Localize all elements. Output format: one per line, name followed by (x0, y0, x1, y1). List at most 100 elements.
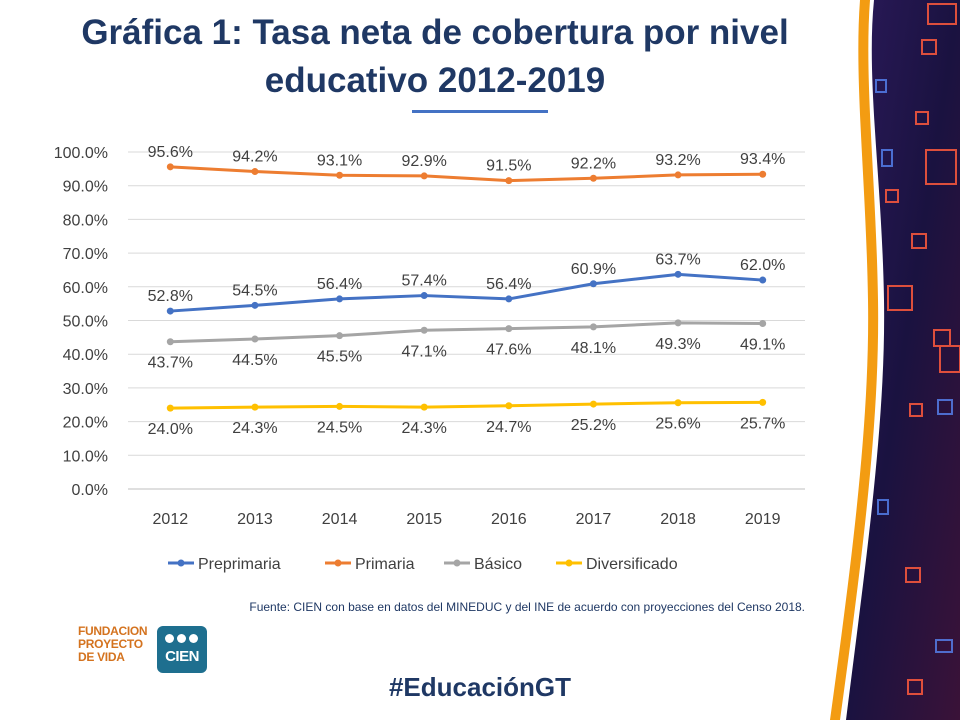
data-label: 24.0% (148, 421, 193, 438)
y-tick-label: 20.0% (63, 415, 108, 432)
data-label: 43.7% (148, 355, 193, 372)
series-line-básico (168, 321, 765, 344)
data-label: 25.7% (740, 415, 785, 432)
fundacion-proyecto-de-vida-logo: FUNDACION PROYECTO DE VIDA (78, 624, 148, 664)
data-point (166, 338, 174, 346)
data-point (589, 323, 597, 331)
cien-logo: CIEN (157, 626, 207, 673)
legend-entry: Preprimaria (198, 556, 281, 573)
source-note: Fuente: CIEN con base en datos del MINED… (249, 600, 805, 614)
data-label: 95.6% (148, 144, 193, 161)
data-label: 25.6% (655, 416, 700, 433)
data-point (589, 280, 597, 288)
logo-text-line: FUNDACION (78, 624, 148, 638)
data-point (420, 172, 428, 180)
x-tick-label: 2012 (153, 511, 189, 528)
y-tick-label: 10.0% (63, 448, 108, 465)
data-point (674, 171, 682, 179)
series-line-diversificado (168, 400, 765, 410)
series-line-primaria (168, 165, 765, 183)
data-point (759, 170, 767, 178)
x-tick-label: 2018 (660, 511, 696, 528)
data-label: 25.2% (571, 417, 616, 434)
data-point (674, 319, 682, 327)
y-tick-label: 90.0% (63, 179, 108, 196)
data-label: 24.3% (232, 420, 277, 437)
data-label: 47.6% (486, 342, 531, 359)
cien-logo-text: CIEN (165, 648, 199, 665)
series-line-preprimaria (168, 272, 765, 313)
x-tick-label: 2013 (237, 511, 273, 528)
data-point (336, 295, 344, 303)
legend-entry: Diversificado (586, 556, 678, 573)
y-tick-label: 50.0% (63, 314, 108, 331)
x-tick-label: 2017 (576, 511, 612, 528)
logo-text-line: DE VIDA (78, 650, 125, 664)
data-label: 60.9% (571, 261, 616, 278)
data-point (505, 295, 513, 303)
data-label: 57.4% (402, 273, 447, 290)
data-point (166, 404, 174, 412)
data-point (166, 163, 174, 171)
data-label: 92.9% (402, 153, 447, 170)
data-label: 44.5% (232, 352, 277, 369)
data-label: 91.5% (486, 158, 531, 175)
legend-marker (334, 559, 342, 567)
data-point (759, 398, 767, 406)
data-point (420, 292, 428, 300)
logo-text-line: PROYECTO (78, 637, 143, 651)
data-label: 49.1% (740, 337, 785, 354)
y-tick-label: 70.0% (63, 246, 108, 263)
data-label: 49.3% (655, 336, 700, 353)
legend-marker (453, 559, 461, 567)
data-label: 56.4% (486, 276, 531, 293)
y-tick-label: 30.0% (63, 381, 108, 398)
x-tick-label: 2014 (322, 511, 358, 528)
data-point (505, 402, 513, 410)
data-point (336, 402, 344, 410)
data-point (674, 270, 682, 278)
data-label: 48.1% (571, 340, 616, 357)
x-tick-label: 2016 (491, 511, 527, 528)
x-axis: 2012 2013 2014 2015 2016 2017 2018 2019 (153, 511, 781, 528)
data-label: 93.1% (317, 152, 362, 169)
data-point (420, 326, 428, 334)
legend: Preprimaria Primaria Básico Diversificado (168, 556, 678, 573)
y-axis: 0.0% 10.0% 20.0% 30.0% 40.0% 50.0% 60.0% 70.0% 8… (54, 145, 108, 499)
data-label: 62.0% (740, 257, 785, 274)
data-label: 54.5% (232, 282, 277, 299)
data-label: 24.7% (486, 419, 531, 436)
data-label: 24.3% (402, 420, 447, 437)
data-point (759, 320, 767, 328)
y-tick-label: 0.0% (72, 482, 108, 499)
chart-title-line-1: Gráfica 1: Tasa neta de cobertura por ni… (81, 13, 789, 52)
data-point (251, 168, 259, 176)
cien-logo-dots-icon (165, 634, 199, 648)
data-labels: 52.8% 54.5% 56.4% 57.4% 56.4% 60.9% 63.7% 62.0%… (148, 144, 786, 438)
line-chart: 0.0% 10.0% 20.0% 30.0% 40.0% 50.0% 60.0% 70.0% 8… (54, 144, 805, 573)
y-tick-label: 80.0% (63, 212, 108, 229)
data-label: 63.7% (655, 251, 700, 268)
data-label: 93.2% (655, 152, 700, 169)
data-label: 47.1% (402, 343, 447, 360)
decorative-side-band (830, 0, 960, 720)
y-tick-label: 60.0% (63, 280, 108, 297)
data-point (589, 174, 597, 182)
data-point (251, 403, 259, 411)
legend-marker (177, 559, 185, 567)
y-tick-label: 40.0% (63, 347, 108, 364)
series-layer (166, 163, 767, 412)
data-point (336, 171, 344, 179)
data-label: 24.5% (317, 419, 362, 436)
x-tick-label: 2015 (406, 511, 442, 528)
gridlines (128, 151, 805, 490)
legend-marker (565, 559, 573, 567)
data-point (674, 399, 682, 407)
data-point (420, 403, 428, 411)
hashtag: #EducaciónGT (388, 672, 572, 702)
x-tick-label: 2019 (745, 511, 781, 528)
data-label: 45.5% (317, 349, 362, 366)
y-tick-label: 100.0% (54, 145, 108, 162)
legend-entry: Básico (474, 556, 522, 573)
